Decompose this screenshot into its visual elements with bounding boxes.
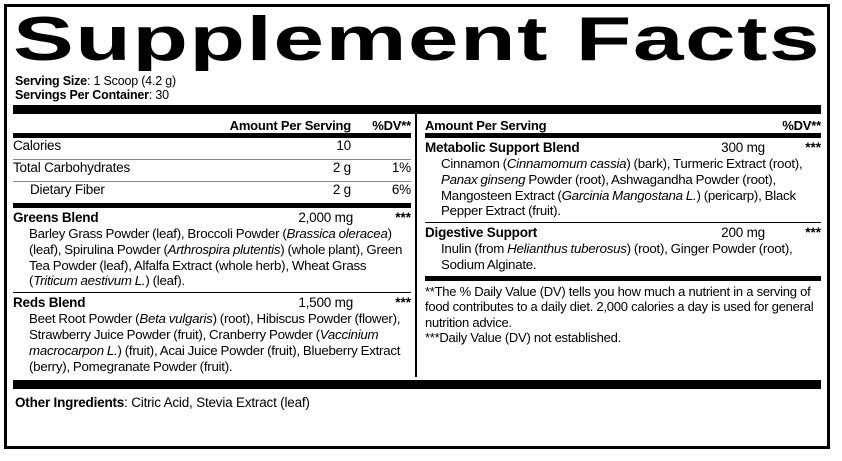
blend-amount: 200 mg <box>721 225 765 241</box>
divider-thick-top <box>13 105 821 114</box>
table-row: Dietary Fiber 2 g 6% <box>13 182 411 203</box>
blend-ingredients: Beet Root Powder (Beta vulgaris) (root),… <box>29 311 401 374</box>
other-ingredients: Other Ingredients: Citric Acid, Stevia E… <box>13 389 821 410</box>
header-dv: %DV** <box>372 118 411 133</box>
divider-below-left-header <box>13 133 411 138</box>
serving-size-label: Serving Size <box>15 74 87 88</box>
serving-size-value: : 1 Scoop (4.2 g) <box>86 74 176 88</box>
nutrient-amount: 10 <box>336 138 351 153</box>
divider-above-footnotes <box>424 275 821 281</box>
page-title: Supplement Facts <box>13 9 821 71</box>
blend-dv: *** <box>805 140 821 155</box>
columns-container: Amount Per Serving %DV** Calories 10 Tot… <box>13 114 821 378</box>
servings-per-container-label: Servings Per Container <box>15 88 149 102</box>
other-ingredients-value: : Citric Acid, Stevia Extract (leaf) <box>124 395 310 411</box>
table-row: Calories 10 <box>13 138 411 159</box>
blend-name: Metabolic Support Blend <box>424 140 580 155</box>
blend-dv: *** <box>805 225 821 241</box>
nutrient-name: Calories <box>13 138 61 153</box>
left-column: Amount Per Serving %DV** Calories 10 Tot… <box>13 114 415 377</box>
row-divider <box>13 159 411 160</box>
blend-dv: *** <box>395 210 411 225</box>
supplement-facts-panel: Supplement Facts Serving Size: 1 Scoop (… <box>4 4 830 449</box>
nutrient-dv: 6% <box>391 182 411 197</box>
serving-size-line: Serving Size: 1 Scoop (4.2 g) <box>15 74 821 88</box>
divider-below-right-header <box>424 133 821 138</box>
blend-ingredients: Cinnamon (Cinnamomum cassia) (bark), Tur… <box>440 156 803 219</box>
blend-name: Reds Blend <box>13 295 86 311</box>
serving-info: Serving Size: 1 Scoop (4.2 g) Servings P… <box>13 74 821 102</box>
table-row: Total Carbohydrates 2 g 1% <box>13 160 411 181</box>
header-amount-per-serving: Amount Per Serving <box>424 118 547 133</box>
nutrient-amount: 2 g <box>332 182 351 197</box>
divider-above-digestive-support <box>424 222 821 224</box>
divider-above-reds-blend <box>13 292 411 294</box>
blend-amount: 1,500 mg <box>298 295 353 311</box>
blend-name: Digestive Support <box>424 225 538 241</box>
divider-above-greens-blend <box>13 203 411 208</box>
header-amount-per-serving: Amount Per Serving <box>229 118 352 133</box>
blend-header: Metabolic Support Blend 300 mg *** <box>425 138 821 155</box>
column-divider <box>415 114 417 378</box>
right-column-header: Amount Per Serving %DV** <box>425 114 821 133</box>
blend-header: Greens Blend 2,000 mg *** <box>13 208 411 225</box>
blend-amount: 2,000 mg <box>298 210 353 225</box>
blend-dv: *** <box>395 295 411 311</box>
blend-header: Reds Blend 1,500 mg *** <box>13 293 411 310</box>
servings-per-container-value: : 30 <box>148 88 169 102</box>
footnote-dv-not-established: ***Daily Value (DV) not established. <box>424 330 621 346</box>
blend-ingredients: Barley Grass Powder (leaf), Broccoli Pow… <box>29 226 403 289</box>
nutrient-amount: 2 g <box>332 160 351 175</box>
header-dv: %DV** <box>782 118 821 133</box>
blend-header: Digestive Support 200 mg *** <box>425 223 821 240</box>
right-column: Amount Per Serving %DV** Metabolic Suppo… <box>421 114 821 377</box>
nutrient-name: Total Carbohydrates <box>13 160 131 175</box>
footnote-daily-value: **The % Daily Value (DV) tells you how m… <box>424 283 814 330</box>
nutrient-dv: 1% <box>391 160 411 175</box>
blend-amount: 300 mg <box>721 140 765 155</box>
other-ingredients-label: Other Ingredients <box>15 395 125 411</box>
nutrient-name: Dietary Fiber <box>30 182 105 197</box>
left-column-header: Amount Per Serving %DV** <box>13 114 412 133</box>
divider-thick-bottom <box>13 380 821 390</box>
blend-ingredients: Inulin (from Helianthus tuberosus) (root… <box>440 241 793 272</box>
row-divider <box>13 181 411 182</box>
panel-title-container: Supplement Facts <box>13 9 821 71</box>
servings-per-container-line: Servings Per Container: 30 <box>15 88 821 102</box>
blend-name: Greens Blend <box>13 210 99 225</box>
